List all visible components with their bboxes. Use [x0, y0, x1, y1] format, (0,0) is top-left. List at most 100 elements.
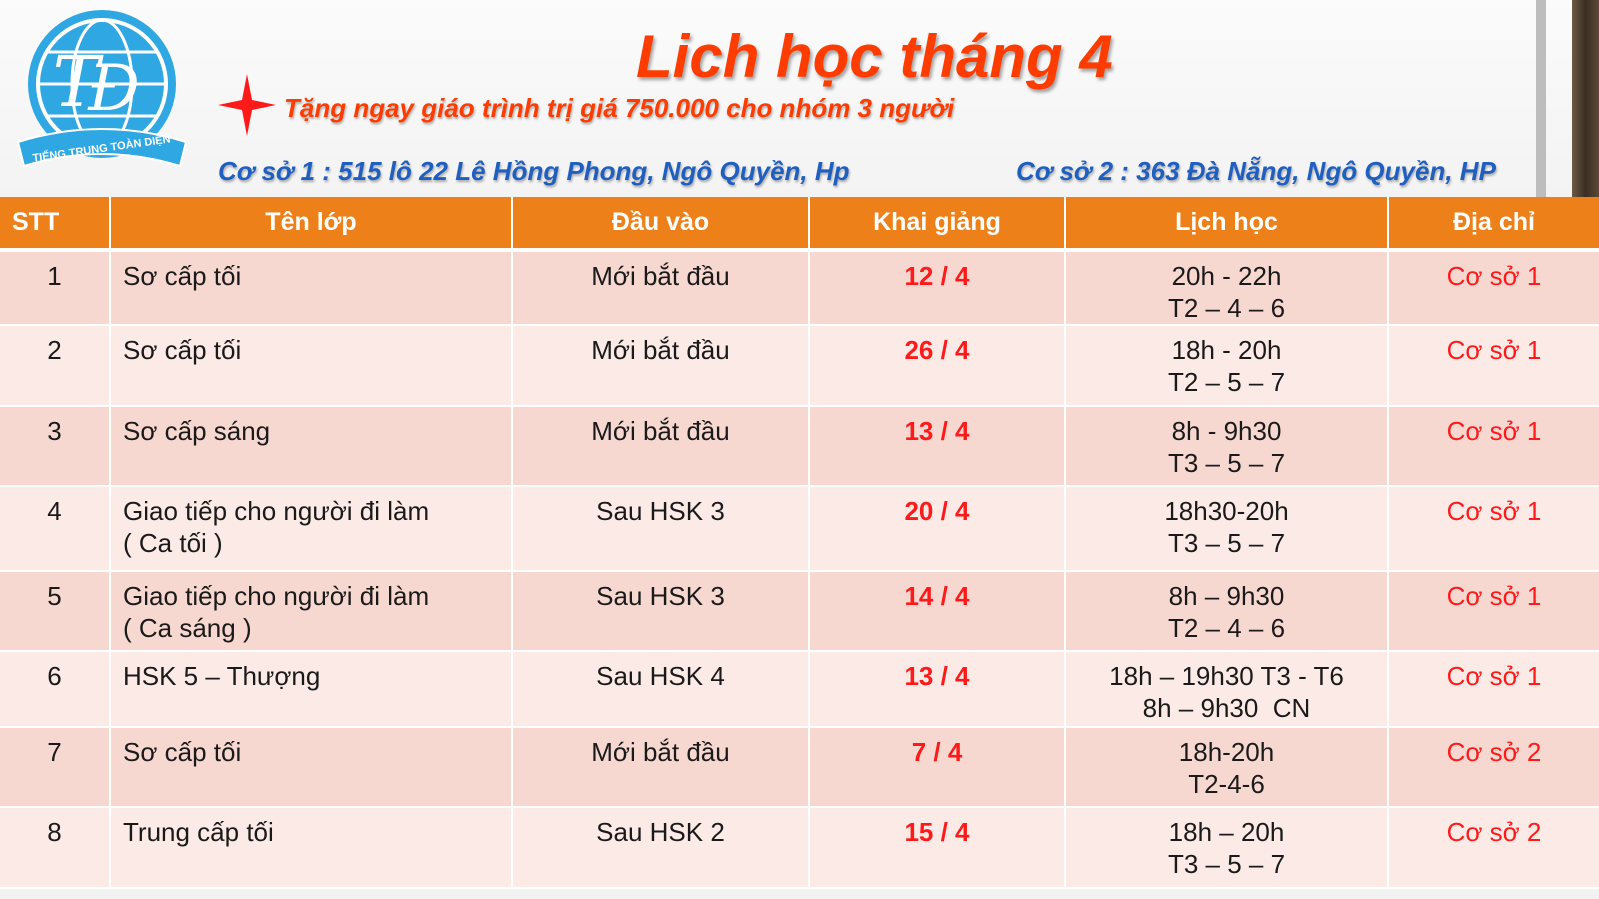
cell-schedule: 8h - 9h30 T3 – 5 – 7 — [1064, 406, 1388, 487]
table-row: 8 Trung cấp tối Sau HSK 2 15 / 4 18h – 20h T3… — [0, 807, 1599, 889]
cell-stt: 4 — [0, 486, 110, 572]
cell-class-name: Sơ cấp tối — [109, 325, 512, 407]
cell-class-name-line: Sơ cấp tối — [123, 737, 242, 767]
svg-text:T: T — [53, 41, 104, 123]
address-2: Cơ sở 2 : 363 Đà Nẵng, Ngô Quyền, HP — [1016, 156, 1496, 186]
cell-schedule-line: 8h - 9h30 — [1171, 416, 1282, 446]
column-header: Lịch học — [1064, 197, 1388, 252]
cell-class-name: HSK 5 – Thượng — [109, 651, 512, 728]
cell-class-name-line: Trung cấp tối — [123, 817, 274, 847]
cell-start-date: 12 / 4 — [808, 250, 1065, 326]
promo-text: Tặng ngay giáo trình trị giá 750.000 cho… — [284, 93, 955, 123]
cell-schedule-line: 18h – 20h — [1168, 817, 1285, 847]
red-star-icon — [218, 74, 276, 136]
cell-class-name-line: Sơ cấp tối — [123, 261, 242, 291]
cell-schedule: 8h – 9h30 T2 – 4 – 6 — [1064, 571, 1388, 652]
cell-start-date: 7 / 4 — [808, 727, 1065, 808]
cell-location: Cơ sở 1 — [1387, 406, 1599, 487]
header: T Đ TIẾNG TRUNG TOÀN DIỆN Lich học tháng… — [0, 0, 1599, 197]
cell-input-level: Sau HSK 3 — [511, 486, 809, 572]
cell-schedule-line: T3 – 5 – 7 — [1167, 448, 1286, 478]
table-row: 2 Sơ cấp tối Mới bắt đầu 26 / 4 18h - 20h T2 … — [0, 325, 1599, 407]
cell-input-level: Sau HSK 3 — [511, 571, 809, 652]
page-title: Lich học tháng 4 — [636, 23, 1113, 90]
cell-input-level: Mới bắt đầu — [511, 250, 809, 326]
cell-stt: 2 — [0, 325, 110, 407]
cell-class-name-line: Sơ cấp tối — [123, 335, 242, 365]
cell-class-name: Giao tiếp cho người đi làm( Ca sáng ) — [109, 571, 512, 652]
cell-schedule-line: 18h30-20h — [1164, 496, 1289, 526]
cell-start-date: 14 / 4 — [808, 571, 1065, 652]
cell-schedule: 18h – 19h30 T3 - T6 8h – 9h30 CN — [1064, 651, 1388, 728]
cell-schedule: 18h - 20h T2 – 5 – 7 — [1064, 325, 1388, 407]
cell-start-date: 15 / 4 — [808, 807, 1065, 889]
table-row: 6 HSK 5 – Thượng Sau HSK 4 13 / 4 18h – 19h3… — [0, 651, 1599, 728]
cell-schedule-line: 18h-20h — [1178, 737, 1275, 767]
cell-class-name: Sơ cấp tối — [109, 250, 512, 326]
cell-stt: 8 — [0, 807, 110, 889]
cell-input-level: Mới bắt đầu — [511, 727, 809, 808]
cell-class-name-line: Giao tiếp cho người đi làm — [123, 581, 430, 611]
cell-class-name-line: Giao tiếp cho người đi làm — [123, 496, 430, 526]
cell-input-level: Mới bắt đầu — [511, 406, 809, 487]
cell-location: Cơ sở 1 — [1387, 651, 1599, 728]
cell-schedule-line: 8h – 9h30 — [1168, 581, 1285, 611]
cell-schedule-line: T3 – 5 – 7 — [1167, 528, 1286, 558]
cell-location: Cơ sở 2 — [1387, 807, 1599, 889]
cell-schedule-line: 18h - 20h — [1171, 335, 1282, 365]
cell-schedule-line: T2-4-6 — [1188, 769, 1265, 799]
cell-schedule: 18h30-20h T3 – 5 – 7 — [1064, 486, 1388, 572]
cell-stt: 5 — [0, 571, 110, 652]
cell-schedule-line: 20h - 22h — [1171, 261, 1282, 291]
cell-stt: 1 — [0, 250, 110, 326]
table-row: 7 Sơ cấp tối Mới bắt đầu 7 / 4 18h-20h T2-4-6… — [0, 727, 1599, 808]
cell-class-name-line: ( Ca sáng ) — [123, 613, 252, 643]
cell-class-name: Sơ cấp tối — [109, 727, 512, 808]
cell-class-name-line: Sơ cấp sáng — [123, 416, 271, 446]
cell-class-name: Giao tiếp cho người đi làm( Ca tối ) — [109, 486, 512, 572]
cell-class-name: Trung cấp tối — [109, 807, 512, 889]
cell-start-date: 20 / 4 — [808, 486, 1065, 572]
cell-schedule-line: T2 – 4 – 6 — [1167, 613, 1286, 643]
table-row: 3 Sơ cấp sáng Mới bắt đầu 13 / 4 8h - 9h30 T3… — [0, 406, 1599, 487]
cell-schedule: 20h - 22h T2 – 4 – 6 — [1064, 250, 1388, 326]
cell-schedule-line: 8h – 9h30 CN — [1142, 693, 1311, 723]
svg-text:Đ: Đ — [87, 52, 140, 126]
cell-stt: 3 — [0, 406, 110, 487]
column-header: Đầu vào — [511, 197, 809, 252]
cell-input-level: Sau HSK 4 — [511, 651, 809, 728]
cell-location: Cơ sở 1 — [1387, 486, 1599, 572]
cell-class-name-line: HSK 5 – Thượng — [123, 661, 321, 691]
cell-location: Cơ sở 2 — [1387, 727, 1599, 808]
table-row: 4 Giao tiếp cho người đi làm( Ca tối ) Sau… — [0, 486, 1599, 572]
cell-class-name: Sơ cấp sáng — [109, 406, 512, 487]
cell-location: Cơ sở 1 — [1387, 325, 1599, 407]
divider — [1536, 0, 1546, 197]
cell-stt: 6 — [0, 651, 110, 728]
cell-class-name-line: ( Ca tối ) — [123, 528, 223, 558]
cell-schedule-line: T2 – 5 – 7 — [1167, 367, 1286, 397]
column-header: Tên lớp — [109, 197, 512, 252]
cell-location: Cơ sở 1 — [1387, 250, 1599, 326]
background-photo-edge — [1572, 0, 1599, 197]
cell-input-level: Sau HSK 2 — [511, 807, 809, 889]
address-1: Cơ sở 1 : 515 lô 22 Lê Hồng Phong, Ngô Q… — [218, 156, 850, 186]
cell-stt: 7 — [0, 727, 110, 808]
cell-start-date: 13 / 4 — [808, 651, 1065, 728]
cell-schedule: 18h – 20h T3 – 5 – 7 — [1064, 807, 1388, 889]
table-row: 5 Giao tiếp cho người đi làm( Ca sáng ) Sa… — [0, 571, 1599, 652]
table-row: 1 Sơ cấp tối Mới bắt đầu 12 / 4 20h - 22h T2 … — [0, 250, 1599, 326]
column-header: STT — [0, 197, 110, 252]
cell-start-date: 26 / 4 — [808, 325, 1065, 407]
column-header: Khai giảng — [808, 197, 1065, 252]
cell-start-date: 13 / 4 — [808, 406, 1065, 487]
cell-schedule: 18h-20h T2-4-6 — [1064, 727, 1388, 808]
cell-input-level: Mới bắt đầu — [511, 325, 809, 407]
cell-schedule-line: T3 – 5 – 7 — [1167, 849, 1286, 879]
logo-globe-icon: T Đ TIẾNG TRUNG TOÀN DIỆN — [16, 10, 188, 168]
table-header-row: STT Tên lớp Đầu vào Khai giảng Lịch học … — [0, 197, 1599, 252]
cell-schedule-line: T2 – 4 – 6 — [1167, 293, 1286, 323]
column-header: Địa chỉ — [1387, 197, 1599, 252]
schedule-table: STT Tên lớp Đầu vào Khai giảng Lịch học … — [0, 197, 1599, 889]
cell-schedule-line: 18h – 19h30 T3 - T6 — [1109, 661, 1344, 691]
